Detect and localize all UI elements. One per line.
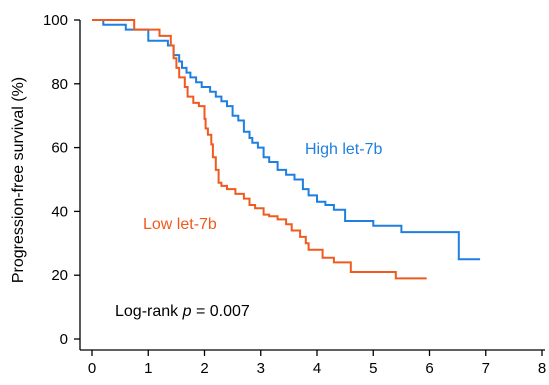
series-label-low-let-7b: Low let-7b: [143, 216, 217, 233]
series-label-high-let-7b: High let-7b: [305, 141, 382, 158]
x-tick-label: 3: [257, 360, 265, 377]
x-tick-label: 2: [200, 360, 208, 377]
y-tick-label: 100: [43, 12, 68, 29]
log-rank-annotation: Log-rank p = 0.007: [115, 303, 250, 320]
x-tick-label: 8: [538, 360, 546, 377]
x-tick-label: 5: [369, 360, 377, 377]
axes: [79, 20, 545, 351]
series-lines: [92, 19, 481, 280]
y-tick-label: 0: [60, 331, 68, 348]
y-tick-label: 80: [51, 76, 68, 93]
annotation-prefix: Log-rank: [115, 303, 183, 320]
y-tick-label: 20: [51, 267, 68, 284]
annotation-p: p: [182, 303, 192, 320]
y-tick-label: 60: [51, 140, 68, 157]
x-tick-label: 7: [482, 360, 490, 377]
series-line-high-let-7b: [92, 19, 481, 261]
y-axis-ticks: 0 20 40 60 80 100: [43, 12, 80, 348]
y-axis-label: Progression-free survival (%): [10, 77, 27, 283]
x-axis-ticks: 0 1 2 3 4 5 6 7 8: [88, 350, 546, 377]
x-tick-label: 0: [88, 360, 96, 377]
annotation-suffix: = 0.007: [192, 303, 250, 320]
y-tick-label: 40: [51, 203, 68, 220]
x-tick-label: 4: [313, 360, 321, 377]
x-tick-label: 6: [425, 360, 433, 377]
x-tick-label: 1: [144, 360, 152, 377]
series-line-low-let-7b: [92, 19, 427, 280]
